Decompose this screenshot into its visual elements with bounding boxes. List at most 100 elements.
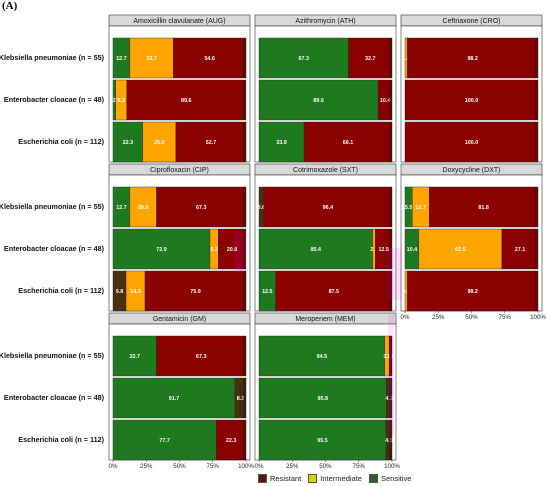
bar-endcap-ceftriaxone-cro-row0 bbox=[535, 38, 538, 78]
x-tick-label-c2-0: 0% bbox=[401, 314, 410, 321]
data-label-cotrimoxazole-sxt-row1-seg2: 12.5 bbox=[378, 247, 389, 253]
data-label-gentamicin-gm-row0-seg1: 67.3 bbox=[196, 354, 207, 360]
data-label-amoxicillin-clavulanate-aug-row0-seg2: 54.6 bbox=[204, 56, 215, 62]
legend-swatch-intermediate bbox=[308, 474, 318, 483]
data-label-meropenem-mem-row2-seg0: 95.5 bbox=[317, 438, 328, 444]
bar-endcap-amoxicillin-clavulanate-aug-row0 bbox=[243, 38, 246, 78]
data-label-meropenem-mem-row0-seg1: 3.6 bbox=[383, 354, 391, 360]
x-tick-label-c0-4: 100% bbox=[238, 463, 254, 470]
bar-endcap-doxycycline-dxt-row2 bbox=[535, 271, 538, 311]
data-label-ciprofloxacin-cip-row2-seg0: 9.8 bbox=[116, 289, 124, 295]
bar-endcap-azithromycin-ath-row0 bbox=[389, 38, 392, 78]
panel-title-cotrimoxazole-sxt: Cotrimoxazole (SXT) bbox=[293, 167, 358, 174]
bar-segment-ciprofloxacin-cip-row2-seg2 bbox=[144, 270, 247, 312]
data-label-doxycycline-dxt-row0-seg2: 81.8 bbox=[478, 205, 489, 211]
legend-item-sensitive: Sensitive bbox=[368, 474, 412, 483]
data-label-amoxicillin-clavulanate-aug-row2-seg2: 52.7 bbox=[206, 140, 217, 146]
x-tick-label-c1-0: 0% bbox=[255, 463, 264, 470]
data-label-ciprofloxacin-cip-row2-seg1: 14.3 bbox=[130, 289, 141, 295]
panel-title-meropenem-mem: Meropenem (MEM) bbox=[295, 316, 355, 323]
bar-endcap-ciprofloxacin-cip-row1 bbox=[243, 229, 246, 269]
data-label-gentamicin-gm-row1-seg1: 8.3 bbox=[237, 396, 245, 402]
bar-segment-amoxicillin-clavulanate-aug-row0-seg1 bbox=[129, 37, 174, 79]
category-label-r0-c2: Escherichia coli (n = 112) bbox=[18, 137, 104, 146]
data-label-cotrimoxazole-sxt-row0-seg0: 3.6 bbox=[258, 205, 266, 211]
panel-title-gentamicin-gm: Gentamicin (GM) bbox=[153, 316, 206, 323]
data-label-doxycycline-dxt-row2-seg1: 98.2 bbox=[467, 289, 478, 295]
bar-endcap-meropenem-mem-row1 bbox=[389, 378, 392, 418]
bar-endcap-gentamicin-gm-row0 bbox=[243, 336, 246, 376]
x-tick-label-c0-3: 75% bbox=[207, 463, 220, 470]
bar-endcap-ciprofloxacin-cip-row0 bbox=[243, 187, 246, 227]
bar-segment-gentamicin-gm-row0-seg1 bbox=[156, 335, 247, 377]
bar-segment-amoxicillin-clavulanate-aug-row2-seg2 bbox=[175, 121, 247, 163]
data-label-amoxicillin-clavulanate-aug-row1-seg0: 2 bbox=[113, 98, 116, 104]
x-tick-label-c1-3: 75% bbox=[353, 463, 366, 470]
bar-endcap-amoxicillin-clavulanate-aug-row2 bbox=[243, 122, 246, 162]
data-label-cotrimoxazole-sxt-row1-seg1: 2.1 bbox=[370, 247, 378, 253]
data-label-ciprofloxacin-cip-row0-seg0: 12.7 bbox=[116, 205, 127, 211]
data-label-ceftriaxone-cro-row0-seg0: 1.8 bbox=[402, 56, 410, 62]
data-label-cotrimoxazole-sxt-row0-seg1: 96.4 bbox=[323, 205, 334, 211]
x-tick-label-c2-2: 50% bbox=[465, 314, 478, 321]
category-label-r1-c0: Klebsiella pneumoniae (n = 55) bbox=[0, 202, 105, 211]
legend-swatch-resistant bbox=[258, 474, 267, 483]
bar-segment-gentamicin-gm-row2-seg1 bbox=[216, 419, 247, 461]
legend-label-resistant: Resistant bbox=[270, 474, 302, 483]
panel-title-azithromycin-ath: Azithromycin (ATH) bbox=[295, 18, 355, 25]
bar-segment-ceftriaxone-cro-row1-seg0 bbox=[404, 79, 539, 121]
x-tick-label-c1-4: 100% bbox=[384, 463, 400, 470]
chart-legend: Resistant Intermediate Sensitive bbox=[258, 474, 418, 483]
data-label-ciprofloxacin-cip-row0-seg2: 67.3 bbox=[196, 205, 207, 211]
x-tick-label-c0-0: 0% bbox=[109, 463, 118, 470]
legend-item-resistant: Resistant bbox=[258, 474, 301, 483]
data-label-gentamicin-gm-row0-seg0: 32.7 bbox=[129, 354, 140, 360]
bar-endcap-doxycycline-dxt-row1 bbox=[535, 229, 538, 269]
panel-title-ceftriaxone-cro: Ceftriaxone (CRO) bbox=[443, 18, 501, 25]
x-tick-label-c1-1: 25% bbox=[286, 463, 299, 470]
category-label-r0-c0: Klebsiella pneumoniae (n = 55) bbox=[0, 53, 105, 62]
legend-label-intermediate: Intermediate bbox=[320, 474, 362, 483]
x-tick-label-c1-2: 50% bbox=[319, 463, 332, 470]
bar-segment-cotrimoxazole-sxt-row2-seg1 bbox=[275, 270, 393, 312]
magenta-artifact-1 bbox=[388, 248, 402, 300]
bar-segment-ciprofloxacin-cip-row1-seg0 bbox=[112, 228, 211, 270]
figure-label: (A) bbox=[2, 0, 18, 12]
data-label-meropenem-mem-row0-seg0: 94.5 bbox=[317, 354, 328, 360]
data-label-meropenem-mem-row1-seg0: 95.8 bbox=[317, 396, 328, 402]
magenta-artifact-3 bbox=[234, 232, 246, 272]
bar-segment-azithromycin-ath-row0-seg1 bbox=[348, 37, 393, 79]
bar-segment-ceftriaxone-cro-row2-seg0 bbox=[404, 121, 539, 163]
magenta-artifact-2 bbox=[388, 315, 394, 435]
bar-segment-azithromycin-ath-row2-seg0 bbox=[258, 121, 305, 163]
legend-label-sensitive: Sensitive bbox=[380, 474, 412, 483]
category-label-r0-c1: Enterobacter cloacae (n = 48) bbox=[4, 95, 105, 104]
data-label-ciprofloxacin-cip-row1-seg2: 20.8 bbox=[227, 247, 238, 253]
legend-item-intermediate: Intermediate bbox=[308, 474, 362, 483]
data-label-amoxicillin-clavulanate-aug-row0-seg1: 32.7 bbox=[146, 56, 157, 62]
bar-endcap-gentamicin-gm-row1 bbox=[243, 378, 246, 418]
bar-endcap-ceftriaxone-cro-row1 bbox=[535, 80, 538, 120]
data-label-amoxicillin-clavulanate-aug-row2-seg1: 25.0 bbox=[154, 140, 165, 146]
bar-segment-doxycycline-dxt-row2-seg1 bbox=[407, 270, 539, 312]
bar-segment-doxycycline-dxt-row1-seg2 bbox=[501, 228, 539, 270]
bar-endcap-gentamicin-gm-row2 bbox=[243, 420, 246, 460]
x-tick-label-c0-2: 50% bbox=[173, 463, 186, 470]
x-tick-label-c2-3: 75% bbox=[499, 314, 512, 321]
data-label-amoxicillin-clavulanate-aug-row1-seg2: 89.6 bbox=[181, 98, 192, 104]
category-label-r1-c1: Enterobacter cloacae (n = 48) bbox=[4, 244, 105, 253]
data-label-doxycycline-dxt-row0-seg0: 5.5 bbox=[405, 205, 413, 211]
bar-segment-doxycycline-dxt-row0-seg2 bbox=[429, 186, 539, 228]
bar-segment-gentamicin-gm-row2-seg0 bbox=[112, 419, 217, 461]
bar-endcap-ciprofloxacin-cip-row2 bbox=[243, 271, 246, 311]
x-tick-label-c2-1: 25% bbox=[432, 314, 445, 321]
data-label-doxycycline-dxt-row1-seg0: 10.4 bbox=[407, 247, 418, 253]
data-label-cotrimoxazole-sxt-row2-seg0: 12.5 bbox=[262, 289, 273, 295]
bar-endcap-cotrimoxazole-sxt-row1 bbox=[389, 229, 392, 269]
panel-title-ciprofloxacin-cip: Ciprofloxacin (CIP) bbox=[150, 167, 209, 174]
bar-endcap-ceftriaxone-cro-row2 bbox=[535, 122, 538, 162]
bar-segment-ciprofloxacin-cip-row1-seg2 bbox=[218, 228, 247, 270]
bar-endcap-azithromycin-ath-row1 bbox=[389, 80, 392, 120]
bar-endcap-amoxicillin-clavulanate-aug-row1 bbox=[243, 80, 246, 120]
